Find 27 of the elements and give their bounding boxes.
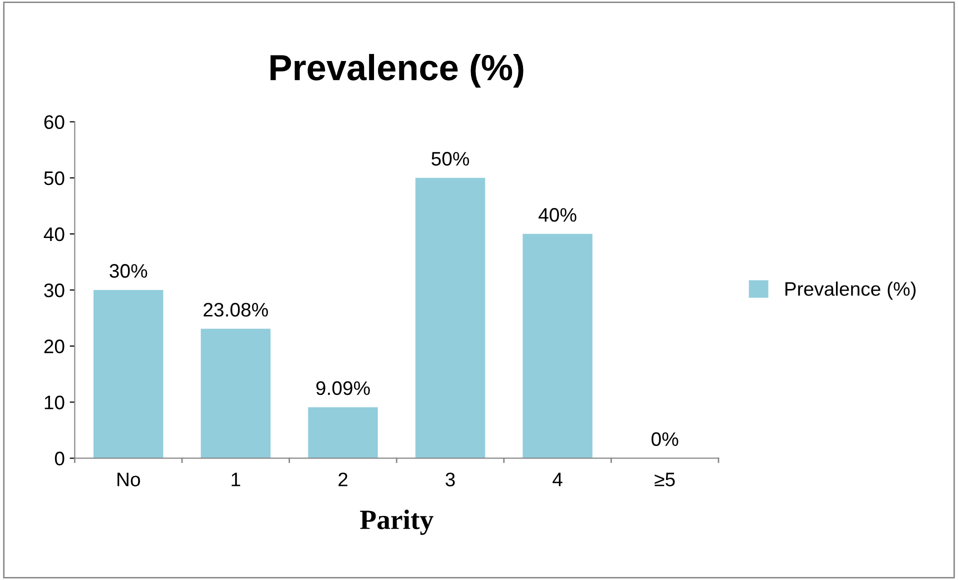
bar [308,407,378,458]
data-label: 0% [652,432,678,446]
y-tick-label: 20 [44,340,64,354]
bar [94,290,164,458]
y-tick-label: 50 [44,171,64,186]
y-tick-label: 40 [44,227,64,242]
x-tick-label: No [118,472,140,486]
x-tick-label: 2 [338,472,348,486]
data-label: 50% [432,152,470,166]
chart-title: Prevalence (%) [270,54,524,88]
x-tick-label: 1 [232,472,240,486]
x-tick-label: 3 [446,472,455,486]
bar [415,178,486,458]
x-tick-label: ≥5 [654,472,675,486]
y-tick-label: 30 [44,283,64,298]
y-tick-label: 10 [44,396,64,410]
bar [200,328,271,458]
data-label: 30% [110,264,148,278]
bar [522,234,592,458]
legend-label: Prevalence (%) [785,282,916,300]
x-tick-label: 4 [552,472,562,486]
y-tick-label: 60 [44,115,64,130]
y-tick-label: 0 [54,452,64,466]
data-label: 9.09% [316,381,370,396]
data-label: 40% [538,208,576,222]
data-label: 23.08% [204,302,268,317]
x-axis-title: Parity [360,510,434,535]
